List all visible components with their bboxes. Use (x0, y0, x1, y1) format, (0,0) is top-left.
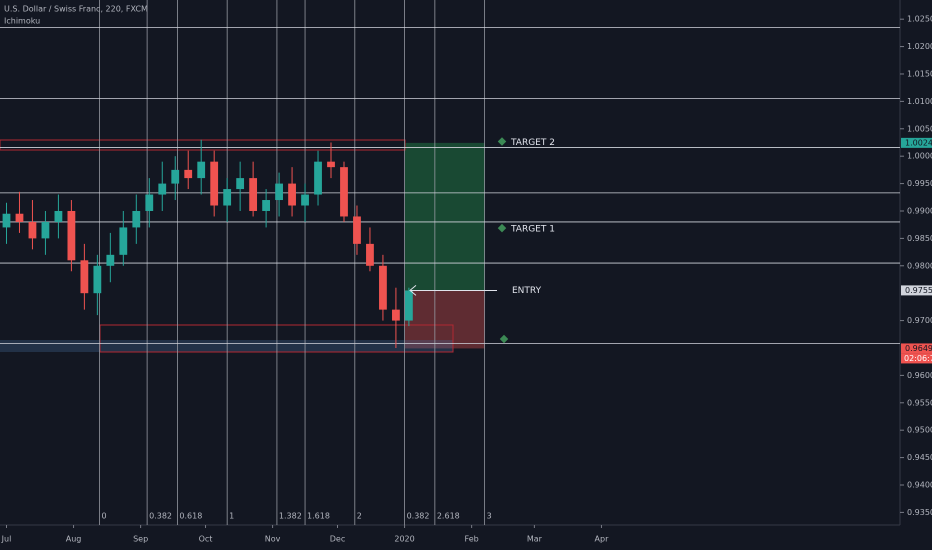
candle-body (236, 178, 245, 190)
candle-body (93, 265, 102, 294)
candle-body (340, 167, 348, 217)
candle-body (262, 200, 270, 211)
candle-body (210, 161, 219, 206)
y-tick-label: 0.98000 (907, 261, 932, 270)
candle-body (275, 183, 283, 201)
price-label-bg (901, 137, 932, 148)
entry-arrowhead (409, 285, 417, 296)
y-tick-label: 0.97000 (907, 316, 932, 325)
fib-time-label: 0.382 (149, 512, 172, 521)
x-tick-label: Dec (330, 535, 345, 544)
candle-body (67, 210, 76, 261)
price-label-bg (901, 343, 932, 354)
candle-body (327, 161, 335, 168)
y-tick-label: 0.94000 (907, 480, 932, 489)
y-tick-label: 1.01000 (907, 97, 932, 106)
price-label: 1.00243 (905, 138, 932, 147)
fib-time-label: 1 (229, 512, 234, 521)
fib-time-label: 0.618 (179, 512, 202, 521)
annotation-label: TARGET 1 (510, 225, 555, 235)
candle-body (158, 183, 167, 195)
y-tick-label: 0.99000 (907, 206, 932, 215)
candle-body (171, 169, 180, 184)
y-tick-label: 0.94500 (907, 453, 932, 462)
y-tick-label: 1.02000 (907, 42, 932, 51)
candle-body (106, 254, 115, 266)
candle-body (353, 216, 361, 244)
y-tick-label: 0.99500 (907, 179, 932, 188)
symbol-title: U.S. Dollar / Swiss Franc, 220, FXCM (4, 5, 148, 14)
fib-time-label: 2.618 (437, 512, 460, 521)
y-tick-label: 0.93500 (907, 508, 932, 517)
fib-time-label: 2 (357, 512, 362, 521)
x-tick-label: Mar (527, 535, 543, 544)
y-tick-label: 1.00500 (907, 124, 932, 133)
price-label: 0.96492 (905, 344, 932, 353)
x-tick-label: Feb (465, 535, 479, 544)
x-tick-label: Sep (133, 535, 148, 544)
indicator-title: Ichimoku (4, 17, 40, 26)
support-box (99, 324, 454, 353)
x-tick-label: 2020 (394, 535, 414, 544)
candle-body (405, 290, 413, 321)
candle-body (145, 194, 154, 211)
candle-body (28, 221, 37, 239)
resistance-box (0, 139, 406, 151)
candle-body (288, 183, 296, 206)
candle-body (2, 213, 11, 228)
candle-body (379, 265, 387, 310)
annotation-label: ENTRY (512, 286, 542, 296)
price-label-bg (901, 285, 932, 296)
candle-body (41, 221, 50, 239)
candle-body (15, 213, 24, 222)
x-tick-label: Nov (265, 535, 281, 544)
x-tick-label: Apr (595, 535, 610, 544)
y-tick-label: 0.95000 (907, 426, 932, 435)
x-tick-label: Aug (66, 535, 82, 544)
annotation-label: TARGET 2 (510, 138, 555, 148)
y-tick-label: 0.95500 (907, 398, 932, 407)
stop-zone (404, 290, 485, 349)
candle-body (54, 210, 63, 222)
support-zone (0, 340, 453, 352)
candle-body (223, 189, 232, 206)
y-tick-label: 0.96000 (907, 371, 932, 380)
y-tick-label: 1.01500 (907, 69, 932, 78)
y-tick-label: 1.00000 (907, 152, 932, 161)
fib-time-label: 3 (487, 512, 492, 521)
fib-time-label: 0 (102, 512, 107, 521)
candle-body (132, 210, 141, 228)
x-tick-label: Jul (1, 535, 12, 544)
x-tick-label: Oct (199, 535, 213, 544)
candle-body (119, 227, 128, 255)
fib-time-label: 1.382 (279, 512, 302, 521)
fib-time-label: 1.618 (307, 512, 330, 521)
target-zone (404, 142, 485, 291)
annotation-marker (497, 223, 507, 233)
candle-body (301, 194, 309, 206)
candle-body (197, 161, 206, 179)
candle-body (80, 260, 89, 294)
price-label: 0.97551 (905, 286, 932, 295)
y-tick-label: 1.02500 (907, 15, 932, 24)
candle-body (184, 169, 193, 179)
candle-body (392, 309, 400, 321)
annotation-marker (497, 137, 507, 146)
countdown-bg (901, 353, 932, 364)
candle-body (366, 243, 374, 266)
candle-body (314, 161, 322, 195)
stop-marker (499, 334, 509, 344)
y-tick-label: 0.98500 (907, 234, 932, 243)
fib-time-label: 0.382 (407, 512, 430, 521)
countdown: 02:06:73 (904, 354, 932, 363)
candle-body (249, 178, 258, 211)
